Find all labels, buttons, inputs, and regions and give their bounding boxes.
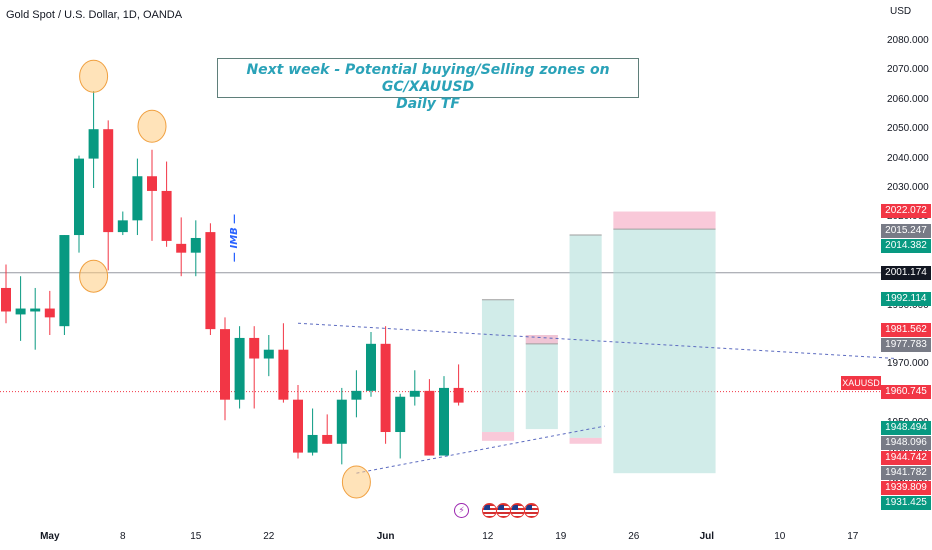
price-tick-label: 2060.000 [887, 93, 929, 105]
price-tick-label: 1970.000 [887, 358, 929, 370]
buy-zone-2 [569, 235, 602, 438]
candle-body-31 [453, 387, 464, 403]
price-label: 1992.114 [881, 292, 931, 307]
buy-zone-3 [613, 229, 716, 474]
candle-body-4 [59, 235, 70, 327]
candle-body-29 [424, 390, 435, 456]
sell-zone-1 [525, 335, 558, 344]
candle-body-18 [263, 349, 274, 359]
time-tick-label: 22 [263, 531, 275, 542]
candle-body-15 [220, 329, 230, 400]
candle-body-11 [161, 190, 172, 241]
price-tick-label: 2040.000 [887, 152, 929, 164]
target-zone-1 [525, 335, 558, 430]
price-label: 1941.782 [881, 465, 931, 480]
us-flag-icon[interactable] [524, 503, 539, 518]
price-label: 1948.494 [881, 420, 931, 435]
time-tick-label: 19 [555, 531, 567, 542]
candle-body-8 [117, 220, 128, 233]
price-label: 1977.783 [881, 338, 931, 353]
symbol-title: Gold Spot / U.S. Dollar, 1D, OANDA [6, 9, 183, 21]
price-tick-label: 2080.000 [887, 35, 929, 46]
stop-zone-2 [569, 437, 602, 444]
time-tick-label: 15 [190, 531, 202, 542]
candle-body-7 [103, 129, 114, 233]
candle-body-10 [147, 176, 157, 191]
price-label: 1960.745 [881, 384, 931, 399]
candle-body-30 [439, 387, 449, 456]
candle-body-5 [74, 158, 84, 236]
candle-body-3 [44, 308, 55, 318]
candle-body-17 [249, 337, 260, 359]
us-flag-icon[interactable] [496, 503, 511, 518]
price-label: 1931.425 [881, 495, 931, 510]
time-tick-label: 8 [120, 531, 126, 542]
price-tick-label: 2050.000 [887, 123, 929, 135]
highlight-circle-0 [79, 59, 109, 93]
highlight-circle-1 [79, 259, 109, 293]
time-tick-label: May [40, 531, 60, 542]
candle-body-20 [293, 399, 303, 453]
price-label: 1939.809 [881, 480, 931, 495]
candle-body-16 [234, 337, 245, 400]
candle-body-19 [278, 349, 289, 400]
us-flag-icon[interactable] [482, 503, 497, 518]
candle-body-13 [190, 237, 201, 253]
candle-body-12 [176, 243, 187, 253]
candle-body-1 [15, 308, 26, 315]
time-tick-label: Jun [376, 531, 395, 542]
price-label: 1981.562 [881, 323, 931, 338]
candle-body-2 [30, 308, 41, 312]
price-tick-label: 2030.000 [887, 182, 929, 193]
us-flag-icon[interactable] [510, 503, 525, 518]
candle-body-27 [395, 396, 406, 433]
symbol-price-label: XAUUSD [841, 376, 881, 390]
candle-body-14 [205, 232, 216, 330]
stop-zone-0 [481, 432, 515, 441]
candle-body-24 [351, 390, 362, 400]
candle-body-26 [380, 343, 391, 433]
imb-label: — IMB — [229, 213, 240, 262]
currency-label: USD [890, 6, 912, 17]
time-tick-label: 26 [628, 531, 640, 542]
annotation-box[interactable]: Next week - Potential buying/Selling zon… [217, 58, 639, 112]
price-label: 2022.072 [881, 204, 931, 219]
buy-zone-0 [481, 299, 515, 433]
lightning-icon[interactable]: ⚡ [454, 503, 469, 518]
time-tick-label: Jul [699, 531, 715, 542]
candle-body-28 [409, 390, 420, 397]
price-label: 1948.096 [881, 435, 931, 450]
annotation-line-1: Next week - Potential buying/Selling zon… [246, 62, 610, 95]
stop-zone-3 [613, 211, 716, 230]
time-tick-label: 17 [847, 531, 859, 542]
candle-body-6 [88, 129, 99, 159]
highlight-circle-3 [341, 465, 371, 499]
trendline-1 [356, 425, 605, 474]
annotation-line-2: Daily TF [396, 96, 460, 112]
candle-body-21 [307, 434, 318, 453]
candle-body-0 [1, 287, 11, 312]
time-tick-label: 12 [482, 531, 494, 542]
price-tick-label: 2070.000 [887, 64, 929, 76]
candle-body-22 [322, 434, 333, 444]
candle-body-9 [132, 176, 143, 221]
candle-body-25 [366, 343, 376, 391]
price-label: 2001.174 [881, 265, 931, 280]
trendline-0 [297, 322, 897, 360]
highlight-circle-2 [137, 109, 167, 143]
candle-body-23 [336, 399, 347, 444]
price-label: 2014.382 [881, 239, 931, 254]
price-label: 2015.247 [881, 224, 931, 239]
price-label: 1944.742 [881, 450, 931, 465]
time-tick-label: 10 [774, 531, 786, 542]
